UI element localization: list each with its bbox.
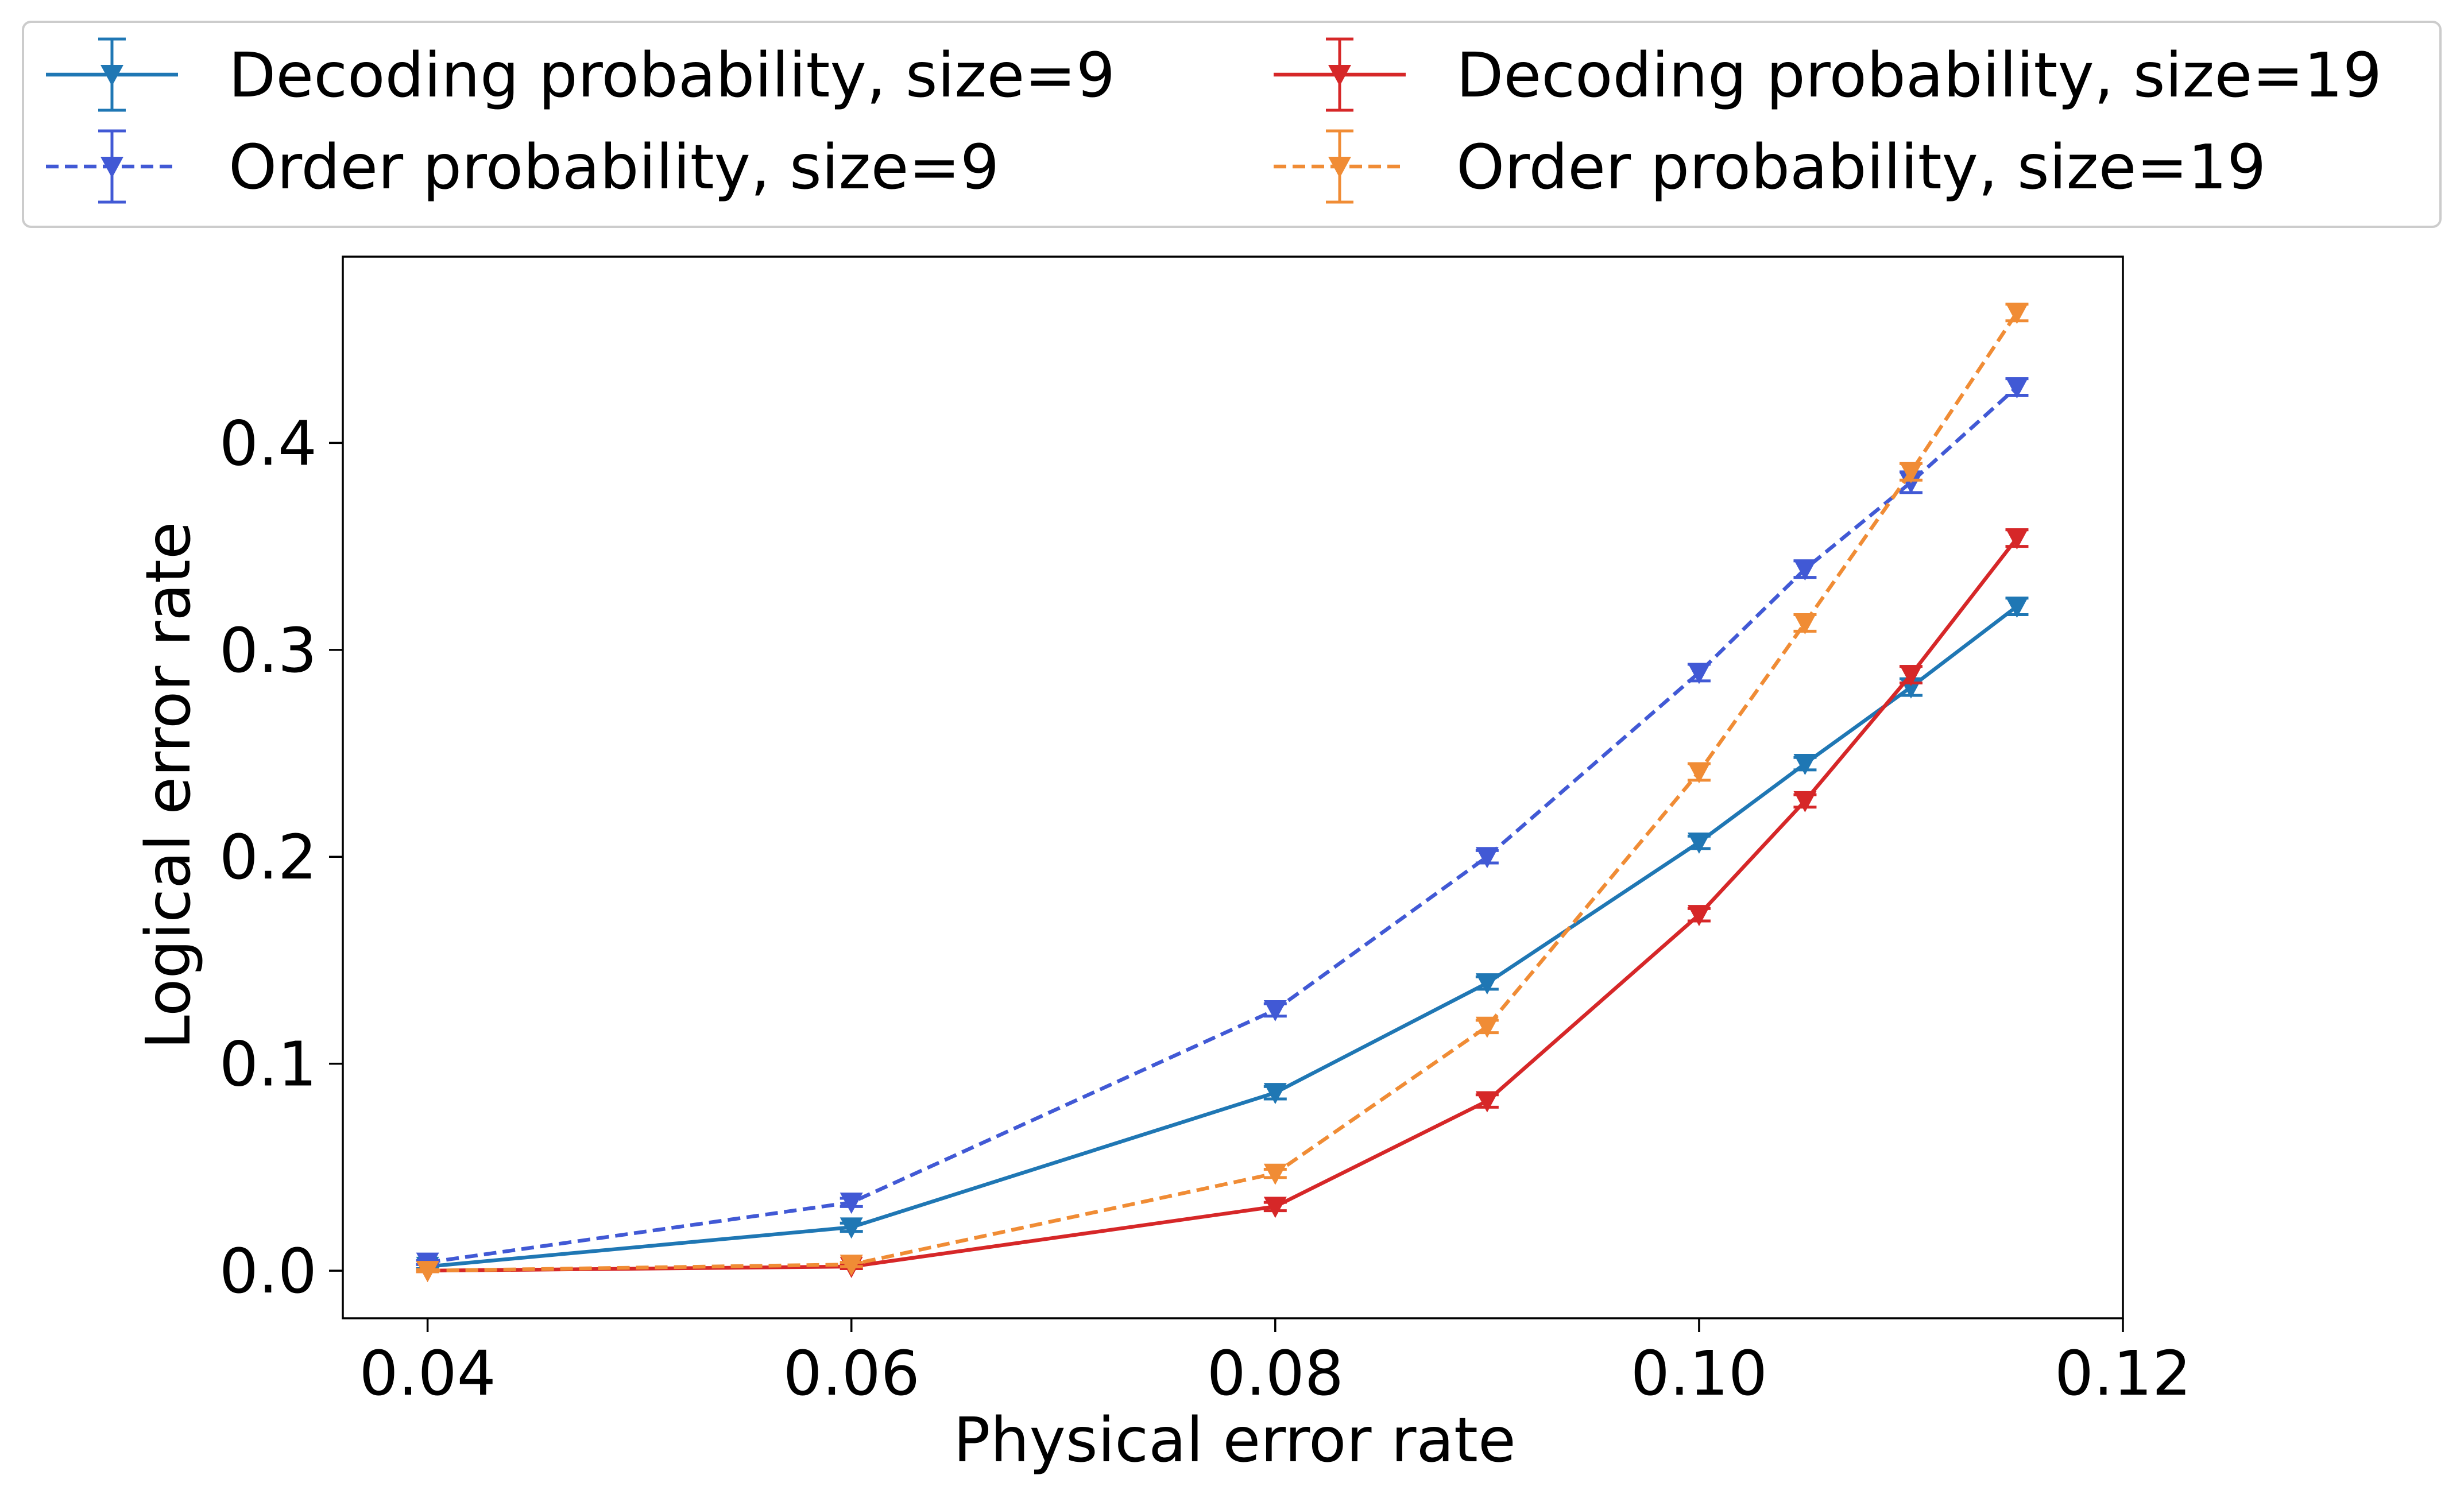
y-tick-label: 0.0 <box>219 1236 317 1307</box>
y-tick-label: 0.4 <box>219 408 317 479</box>
data-point <box>840 1217 863 1239</box>
data-point <box>1793 791 1817 812</box>
x-tick-label: 0.12 <box>2055 1338 2191 1410</box>
legend-label: Order probability, size=9 <box>229 132 999 203</box>
series-line <box>427 605 2018 1269</box>
data-point <box>1475 973 1499 995</box>
legend-label: Order probability, size=19 <box>1456 132 2266 203</box>
series-line <box>427 385 2018 1264</box>
series-line <box>427 311 2019 1273</box>
data-point <box>1263 1000 1287 1021</box>
legend-handle <box>1274 37 1406 112</box>
y-tick-label: 0.1 <box>219 1029 317 1101</box>
legend-label: Decoding probability, size=9 <box>229 40 1115 111</box>
x-tick-label: 0.10 <box>1631 1338 1767 1410</box>
legend-entry: Order probability, size=9 <box>46 129 999 204</box>
legend-box <box>22 21 2442 228</box>
series-2 <box>416 377 2029 1274</box>
data-point <box>1687 663 1711 684</box>
data-point <box>416 1261 439 1283</box>
legend-handle <box>1274 129 1406 204</box>
legend-entry: Decoding probability, size=9 <box>46 37 1115 112</box>
data-point <box>1687 905 1711 927</box>
data-point <box>840 1255 863 1276</box>
data-point <box>1263 1197 1287 1218</box>
series-3 <box>416 528 2029 1283</box>
data-point <box>2005 528 2029 550</box>
y-tick-label: 0.2 <box>219 822 317 893</box>
legend-label: Decoding probability, size=19 <box>1456 40 2382 111</box>
x-tick-label: 0.08 <box>1207 1338 1344 1410</box>
axes-frame <box>342 256 2124 1319</box>
legend-entry: Order probability, size=19 <box>1274 129 2266 204</box>
legend-marker <box>100 65 123 86</box>
data-point <box>1899 462 1923 483</box>
data-point <box>1793 613 1817 634</box>
legend-handle <box>46 37 178 112</box>
data-point <box>1793 559 1817 581</box>
data-point <box>1263 1083 1287 1105</box>
data-point <box>1793 754 1817 776</box>
legend-entry: Decoding probability, size=19 <box>1274 37 2382 112</box>
series-4 <box>416 303 2029 1283</box>
plot-area <box>416 303 2029 1283</box>
data-point <box>1475 1016 1499 1038</box>
series-line <box>427 537 2019 1273</box>
data-point <box>1263 1163 1287 1185</box>
data-point <box>840 1193 863 1214</box>
legend-marker <box>1328 65 1351 86</box>
series-1 <box>416 597 2029 1278</box>
x-tick-label: 0.04 <box>359 1338 496 1410</box>
data-point <box>2005 597 2029 618</box>
data-point <box>1899 665 1923 687</box>
legend-marker <box>100 157 123 178</box>
data-point <box>1475 1091 1499 1113</box>
data-point <box>1687 762 1711 784</box>
legend-marker <box>1328 157 1351 178</box>
x-axis-label: Physical error rate <box>953 1405 1516 1476</box>
y-tick-label: 0.3 <box>219 616 317 687</box>
legend: Decoding probability, size=9 Order probab… <box>22 21 2442 228</box>
legend-handle <box>46 129 178 204</box>
y-axis-label: Logical error rate <box>133 521 204 1049</box>
data-point <box>2005 377 2029 399</box>
data-point <box>1475 847 1499 869</box>
x-tick-label: 0.06 <box>783 1338 920 1410</box>
data-point <box>2005 303 2029 324</box>
data-point <box>1687 833 1711 854</box>
axes: 0.04 0.06 0.08 0.10 0.12 0.0 0.1 0.2 0.3 0.4 <box>219 256 2191 1410</box>
